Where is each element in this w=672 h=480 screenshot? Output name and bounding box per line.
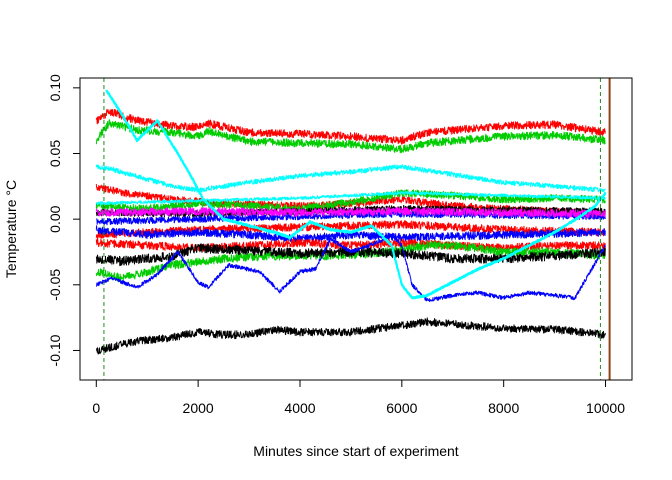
x-axis: 0 2000 4000 6000 8000 10000	[92, 379, 625, 416]
y-tick-label: -0.10	[47, 334, 63, 366]
series-line-2	[95, 119, 606, 154]
y-tick-label: 0.00	[47, 205, 63, 232]
x-tick-label: 4000	[284, 400, 315, 416]
series-line-11	[95, 225, 606, 243]
series-line-16	[95, 317, 606, 355]
x-tick-label: 8000	[488, 400, 519, 416]
series-line-17	[105, 89, 607, 300]
series-line-1	[95, 108, 606, 145]
series-line-9	[95, 206, 606, 218]
y-tick-label: 0.10	[47, 74, 63, 101]
series-line-12	[95, 238, 606, 253]
x-tick-label: 0	[92, 400, 100, 416]
y-axis-title: Temperature °C	[3, 180, 19, 278]
series-line-5	[95, 189, 606, 213]
y-tick-label: -0.05	[47, 269, 63, 301]
series-line-13	[95, 240, 606, 282]
series-line-15	[96, 233, 606, 303]
reference-lines	[103, 78, 611, 380]
x-tick-label: 2000	[183, 400, 214, 416]
y-tick-label: 0.05	[47, 140, 63, 167]
series-layer	[95, 89, 607, 355]
series-line-3	[95, 164, 606, 193]
x-tick-label: 6000	[386, 400, 417, 416]
x-axis-title: Minutes since start of experiment	[253, 443, 459, 459]
x-tick-label: 10000	[586, 400, 625, 416]
y-axis: -0.10 -0.05 0.00 0.05 0.10	[47, 74, 81, 366]
series-line-8	[96, 191, 606, 206]
